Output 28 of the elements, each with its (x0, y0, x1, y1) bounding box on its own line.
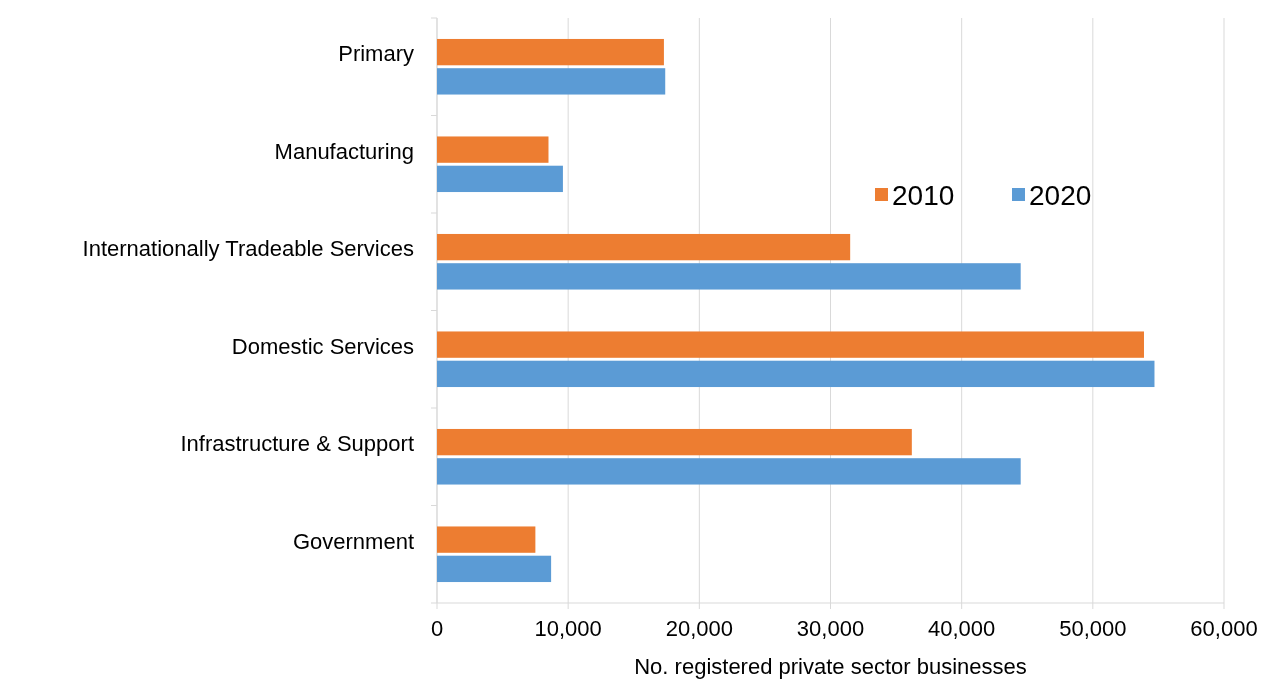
bar (437, 331, 1144, 358)
x-tick-label: 10,000 (534, 616, 602, 641)
bar (437, 428, 912, 456)
bar (437, 526, 536, 553)
y-tick-label: Manufacturing (274, 138, 414, 164)
bar (437, 165, 563, 193)
legend-label: 2020 (1029, 179, 1092, 211)
bar (437, 458, 1021, 485)
y-tick-label: Internationally Tradeable Services (82, 236, 414, 262)
x-axis-title: No. registered private sector businesses (634, 654, 1027, 679)
x-tick-label: 50,000 (1059, 616, 1127, 641)
y-tick-label: Infrastructure & Support (180, 431, 414, 457)
bar (437, 263, 1021, 290)
x-tick-label: 20,000 (665, 616, 733, 641)
x-tick-label: 60,000 (1190, 616, 1258, 641)
bar (437, 68, 666, 95)
bar (437, 360, 1155, 388)
bar (437, 233, 851, 261)
y-tick-label: Domestic Services (231, 333, 414, 359)
bar (437, 136, 549, 163)
bar (437, 38, 664, 66)
legend-label: 2010 (892, 179, 955, 211)
bar (437, 555, 552, 583)
x-tick-label: 0 (430, 616, 444, 641)
y-tick-label: Government (292, 528, 414, 554)
y-tick-label: Primary (338, 41, 414, 67)
x-tick-label: 30,000 (796, 616, 865, 641)
x-tick-label: 40,000 (928, 616, 996, 641)
